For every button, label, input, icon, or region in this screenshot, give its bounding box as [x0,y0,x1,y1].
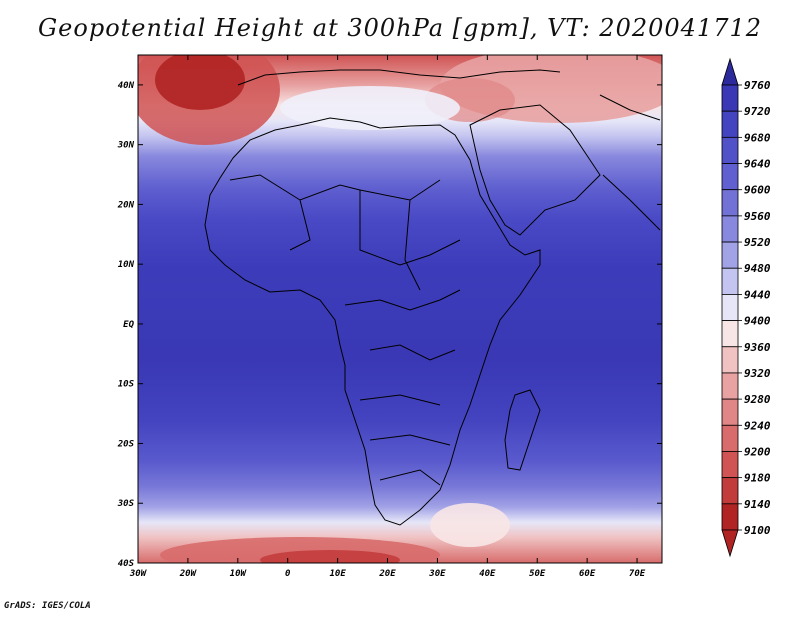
lon-label: 50E [529,569,546,579]
colorbar-label: 9240 [744,419,771,432]
lat-label: 20N [117,200,135,210]
lat-label: EQ [123,320,134,330]
colorbar-label: 9180 [744,472,771,485]
lon-label: 20W [179,569,198,579]
colorbar-label: 9560 [744,210,771,223]
colorbar-top-arrow [721,57,739,86]
colorbar-swatch [721,424,739,452]
colorbar-label: 9360 [744,341,771,354]
lon-label: 10E [329,569,346,579]
lat-axis: 40N 30N 20N 10N EQ 10S 20S 30S 40S [117,81,662,569]
colorbar-label: 9100 [744,524,771,537]
colorbar-swatch [721,110,739,138]
lat-label: 10N [118,260,135,270]
lon-label: 70E [629,569,646,579]
colorbar-swatch [721,267,739,295]
colorbar-swatch [721,136,739,164]
colorbar-label: 9520 [744,236,771,249]
colorbar-label: 9440 [744,288,771,301]
colorbar-swatch [721,320,739,348]
colorbar-swatch [721,84,739,112]
colorbar-swatch [721,241,739,269]
colorbar-swatch [721,215,739,243]
colorbar-label: 9480 [744,262,771,275]
lat-label: 10S [118,380,135,390]
colorbar-label: 9760 [744,79,771,92]
colorbar-label: 9200 [744,445,771,458]
lon-label: 40E [479,569,496,579]
colorbar-swatch [721,477,739,505]
colorbar-swatch [721,372,739,400]
lon-label: 30W [129,569,148,579]
colorbar-swatch [721,503,739,531]
colorbar: 9760 9720 9680 9640 9600 9560 9520 9480 9440 9400… [721,57,771,558]
lat-label: 40S [118,559,135,569]
colorbar-label: 9680 [744,131,771,144]
lat-label: 40N [118,81,135,91]
lon-label: 20E [378,569,396,579]
grads-credit: GrADS: IGES/COLA [4,601,91,611]
colorbar-swatch [721,294,739,321]
lon-label: 10W [230,569,248,579]
lon-axis: 30W 20W 10W 0 10E 20E 30E 40E 50E 60E 70E [129,55,646,579]
colorbar-label: 9720 [744,105,771,118]
colorbar-swatch [721,163,739,191]
colorbar-swatch [721,189,739,217]
colorbar-label: 9320 [744,367,771,380]
colorbar-label: 9640 [744,158,771,171]
map-title: Geopotential Height at 300hPa [gpm], VT:… [38,14,762,42]
colorbar-label: 9280 [744,393,771,406]
lon-label: 60E [579,569,596,579]
lat-label: 20S [117,439,135,449]
coastlines [204,69,661,526]
colorbar-swatch [721,398,739,426]
colorbar-swatch [721,346,739,374]
lat-label: 30N [117,141,135,151]
map-frame [137,54,663,564]
colorbar-label: 9400 [744,315,771,328]
height-field [138,55,662,563]
colorbar-bottom-arrow [721,529,739,558]
lat-label: 30S [117,499,135,509]
lon-label: 30E [428,569,446,579]
colorbar-label: 9140 [744,498,771,511]
colorbar-label: 9600 [744,184,771,197]
colorbar-swatch [721,451,739,479]
lon-label: 0 [285,569,291,579]
